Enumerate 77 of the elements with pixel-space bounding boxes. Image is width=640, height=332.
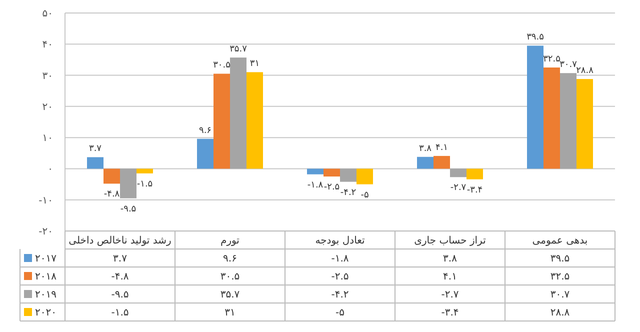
y-tick-label: -۲۰ xyxy=(38,226,53,238)
data-label: ۴.۱ xyxy=(443,272,457,282)
bar xyxy=(450,168,466,178)
text: -۱.۸ xyxy=(307,180,324,190)
text: -۹.۵ xyxy=(120,204,136,214)
text: ۹.۶ xyxy=(198,126,212,136)
bar xyxy=(417,156,434,169)
bar xyxy=(340,168,356,182)
y-tick-label: ۵۰ xyxy=(42,8,53,20)
data-label: ۳۰.۷ xyxy=(550,290,570,300)
text: -۴.۸ xyxy=(104,190,120,200)
x-tick-label: بدهی عمومی xyxy=(532,236,588,246)
text: ۲۸.۸ xyxy=(576,66,594,76)
x-tick-label: تعادل بودجه xyxy=(315,236,365,246)
data-label: -۲.۷ xyxy=(441,290,460,300)
legend-label: ۲۰۱۷ xyxy=(35,254,58,264)
text: ۴.۱ xyxy=(435,142,448,153)
data-label: -۵ xyxy=(336,308,344,318)
data-label: ۳.۸ xyxy=(443,254,458,264)
legend-label: ۲۰۲۰ xyxy=(35,308,56,318)
text: -۴.۲ xyxy=(340,188,356,198)
data-label: ۳۵.۷ xyxy=(220,290,240,300)
text: -۱.۵ xyxy=(136,179,153,190)
y-tick-label: ۳۰ xyxy=(42,70,53,82)
text: ۳.۷ xyxy=(88,144,102,154)
data-label: ۳۹.۵ xyxy=(550,254,570,264)
bar xyxy=(527,46,544,169)
y-tick-label: ۰ xyxy=(48,164,53,176)
bar xyxy=(214,74,230,169)
bar xyxy=(434,156,450,169)
text: -۳.۴ xyxy=(466,185,483,196)
text: ۳.۸ xyxy=(418,144,432,154)
text: -۲.۵ xyxy=(324,182,340,192)
bar xyxy=(576,79,593,169)
data-label: ۳۱ xyxy=(224,308,236,318)
data-label: ۲۸.۸ xyxy=(550,308,570,318)
text: -۵ xyxy=(360,190,369,200)
data-label: -۱.۵ xyxy=(111,308,129,318)
y-tick-label: -۱۰ xyxy=(38,195,53,206)
y-tick-label: ۲۰ xyxy=(42,102,53,113)
data-label: -۴.۸ xyxy=(111,272,130,282)
data-label: ۳۲.۵ xyxy=(550,272,570,282)
data-label: -۴.۲ xyxy=(331,290,349,300)
data-label: ۳.۷ xyxy=(113,254,128,264)
text: ۳۵.۷ xyxy=(230,44,247,55)
bar xyxy=(87,157,104,169)
text: ۳۱ xyxy=(250,59,260,70)
bar xyxy=(356,168,373,184)
data-label: -۳.۴ xyxy=(441,308,459,318)
bar xyxy=(560,73,576,169)
text: ۳۲.۵ xyxy=(543,54,560,64)
bar xyxy=(307,168,324,174)
data-label: -۹.۵ xyxy=(111,290,129,300)
text: -۲.۷ xyxy=(450,183,466,194)
bar xyxy=(466,168,483,180)
text: ۳۰.۵ xyxy=(213,60,230,71)
x-tick-label: تورم xyxy=(220,236,240,246)
bar xyxy=(136,168,153,174)
bar xyxy=(120,168,136,198)
legend-label: ۲۰۱۹ xyxy=(35,290,56,300)
data-label: ۳۰.۵ xyxy=(220,272,240,282)
text: ۳۰.۷ xyxy=(560,60,577,70)
y-tick-label: ۱۰ xyxy=(42,133,53,144)
text: ۳۹.۵ xyxy=(526,32,544,43)
data-label: -۲.۵ xyxy=(331,272,349,282)
bar xyxy=(544,68,560,169)
bar xyxy=(246,72,263,169)
x-tick-label: رشد تولید ناخالص داخلی xyxy=(68,236,172,246)
legend-label: ۲۰۱۸ xyxy=(35,272,58,282)
bar xyxy=(104,168,120,184)
bar xyxy=(230,58,246,169)
bar xyxy=(324,168,340,176)
bar xyxy=(197,138,214,169)
data-label: -۱.۸ xyxy=(331,254,350,264)
data-label: ۹.۶ xyxy=(223,254,237,264)
y-tick-label: ۴۰ xyxy=(42,40,53,51)
x-tick-label: تراز حساب جاری xyxy=(414,236,486,246)
